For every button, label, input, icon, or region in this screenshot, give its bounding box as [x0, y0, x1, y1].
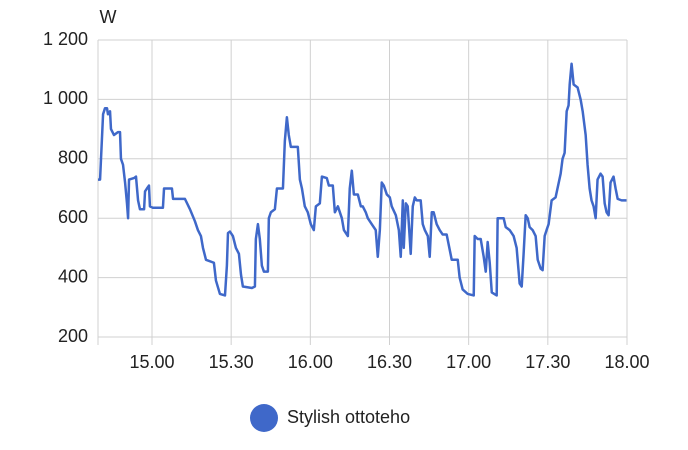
data-line [98, 62, 627, 297]
x-tick-label: 15.00 [129, 352, 174, 372]
x-tick-label: 18.00 [604, 352, 649, 372]
y-tick-label: 600 [58, 207, 88, 227]
y-tick-label: 400 [58, 266, 88, 286]
x-tick-label: 15.30 [209, 352, 254, 372]
y-tick-label: 1 200 [43, 29, 88, 49]
x-tick-label: 17.00 [446, 352, 491, 372]
y-tick-label: 800 [58, 148, 88, 168]
y-tick-label: 1 000 [43, 88, 88, 108]
legend-label: Stylish ottoteho [287, 407, 410, 427]
y-axis-label: W [100, 7, 117, 27]
legend-swatch [250, 404, 278, 432]
x-tick-label: 16.30 [367, 352, 412, 372]
x-tick-label: 16.00 [288, 352, 333, 372]
y-tick-label: 200 [58, 326, 88, 346]
x-tick-label: 17.30 [525, 352, 570, 372]
